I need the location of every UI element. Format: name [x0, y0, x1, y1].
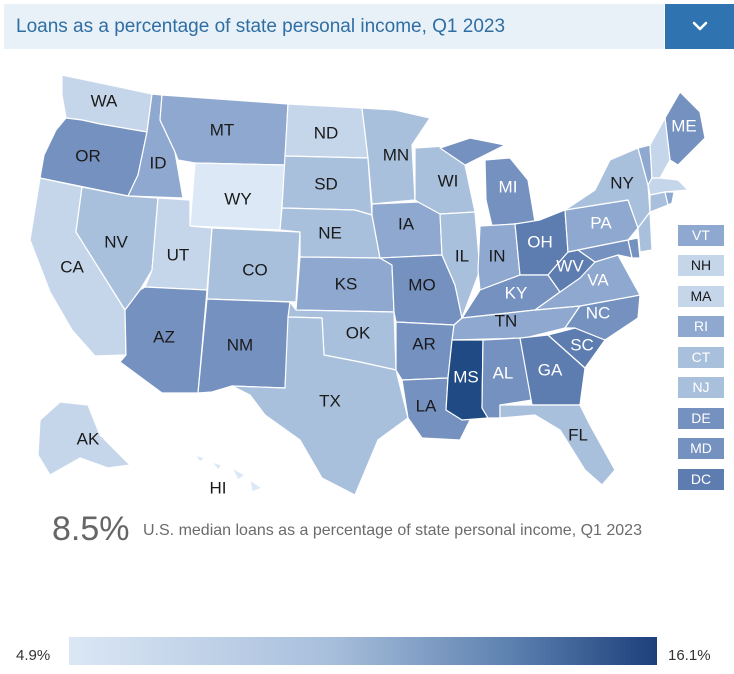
- small-state-CT[interactable]: CT: [677, 346, 725, 369]
- small-state-DE[interactable]: DE: [677, 407, 725, 430]
- state-NJ[interactable]: [637, 211, 653, 253]
- state-RI[interactable]: [664, 191, 675, 206]
- state-GA[interactable]: [519, 334, 586, 406]
- median-description: U.S. median loans as a percentage of sta…: [143, 522, 642, 539]
- state-MN[interactable]: [361, 107, 431, 205]
- state-SD[interactable]: [281, 155, 373, 216]
- state-ND[interactable]: [284, 103, 369, 159]
- chevron-down-icon: [692, 21, 708, 31]
- map-title-bar: Loans as a percentage of state personal …: [4, 4, 664, 49]
- legend-gradient-bar: [69, 637, 657, 665]
- small-state-NJ[interactable]: NJ: [677, 376, 725, 399]
- small-state-MD[interactable]: MD: [677, 437, 725, 460]
- state-NH[interactable]: [649, 117, 671, 179]
- median-value: 8.5%: [52, 510, 130, 548]
- state-label-HI: HI: [210, 478, 227, 497]
- state-HI[interactable]: [194, 454, 263, 493]
- state-TX[interactable]: [231, 316, 409, 496]
- state-WY[interactable]: [189, 162, 286, 231]
- state-FL[interactable]: [499, 404, 616, 486]
- state-MT[interactable]: [159, 94, 289, 166]
- state-ME[interactable]: [664, 91, 706, 166]
- state-AK[interactable]: [37, 401, 131, 476]
- legend-max-label: 16.1%: [668, 647, 711, 664]
- state-IA[interactable]: [371, 201, 443, 259]
- state-AZ[interactable]: [119, 286, 208, 394]
- state-KS[interactable]: [295, 256, 395, 313]
- state-CO[interactable]: [206, 227, 301, 303]
- map-title: Loans as a percentage of state personal …: [16, 16, 506, 37]
- state-AR[interactable]: [395, 321, 455, 381]
- small-state-DC[interactable]: DC: [677, 468, 725, 491]
- state-MD[interactable]: [577, 239, 633, 263]
- small-state-RI[interactable]: RI: [677, 315, 725, 338]
- state-NM[interactable]: [197, 298, 291, 394]
- us-choropleth-map: WA OR CA ID NV MT WY UT AZ CO NM ND SD N…: [29, 74, 706, 497]
- map-selector-dropdown-button[interactable]: [665, 4, 734, 49]
- small-state-MA[interactable]: MA: [677, 285, 725, 308]
- small-state-NH[interactable]: NH: [677, 254, 725, 277]
- small-state-VT[interactable]: VT: [677, 224, 725, 247]
- legend-min-label: 4.9%: [16, 647, 51, 664]
- state-NV[interactable]: [75, 186, 159, 311]
